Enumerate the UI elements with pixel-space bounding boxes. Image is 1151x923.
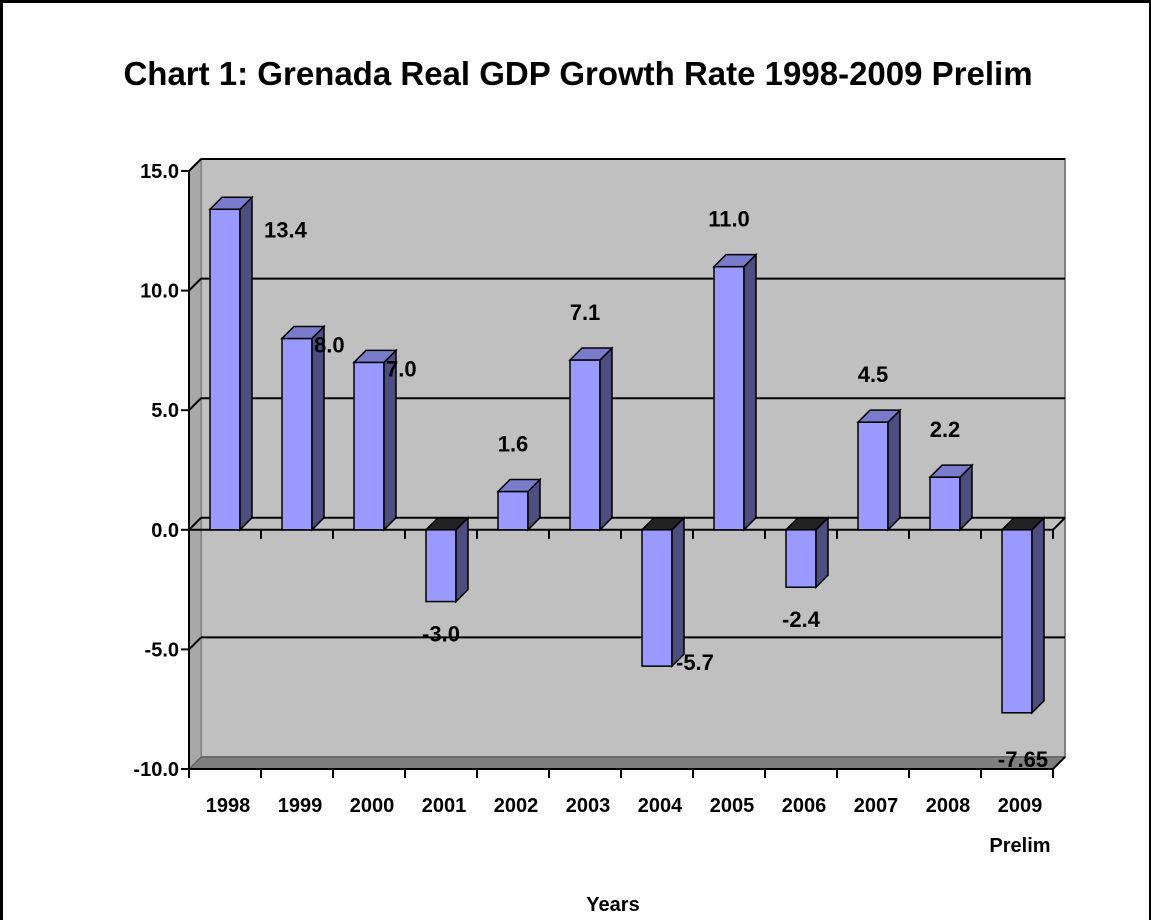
bar-side <box>671 515 685 668</box>
bar-1999 <box>280 324 326 532</box>
data-label: 7.1 <box>570 300 601 325</box>
bar-front <box>353 361 385 531</box>
bar-2006 <box>784 515 830 590</box>
x-axis-title: Years <box>586 894 639 916</box>
bar-2005 <box>712 252 758 532</box>
bar-2009 <box>1000 515 1046 715</box>
x-tick-label: 2003 <box>566 795 611 817</box>
bar-front <box>713 265 745 531</box>
x-axis-floor-edge <box>1052 756 1066 770</box>
bar-side <box>1031 515 1045 715</box>
bar-chart: Chart 1: Grenada Real GDP Growth Rate 19… <box>123 55 1067 916</box>
chart-title: Chart 1: Grenada Real GDP Growth Rate 19… <box>123 55 1032 92</box>
data-label: 13.4 <box>264 217 308 242</box>
bar-top <box>568 347 614 361</box>
bar-front <box>641 529 673 667</box>
bar-top <box>208 196 254 211</box>
gridline-depth <box>188 277 202 292</box>
x-tick-label: 1999 <box>278 795 323 817</box>
y-tick-label: -10.0 <box>133 759 179 781</box>
x-tick-label: 2007 <box>854 795 899 817</box>
data-label: -5.7 <box>676 650 714 675</box>
bar-2007 <box>856 408 902 532</box>
data-labels: 13.4 8.0 7.0 -3.0 1.6 7.1 -5.7 11.0 -2.4 4.5 2.2 -7… <box>264 207 1048 772</box>
bar-top <box>784 517 830 531</box>
bar-front <box>209 208 241 531</box>
data-label: 2.2 <box>930 417 961 442</box>
bar-top <box>280 325 326 340</box>
bar-top <box>352 349 398 364</box>
bar-2008 <box>928 463 974 532</box>
bar-top <box>856 409 902 423</box>
plot-area <box>187 157 1067 771</box>
bar-1998 <box>208 195 254 532</box>
gridline-depth <box>188 397 202 411</box>
bar-front <box>785 529 817 588</box>
bar-2000 <box>352 348 398 532</box>
data-label: -3.0 <box>422 622 460 647</box>
y-tick-label: 5.0 <box>151 400 179 422</box>
data-label: 1.6 <box>498 432 529 457</box>
plot-back-wall <box>200 158 1066 758</box>
bar-top <box>640 517 686 531</box>
x-tick-label: 2006 <box>782 795 827 817</box>
data-label: 4.5 <box>858 362 889 387</box>
gridline-depth <box>188 636 202 651</box>
bar-2001 <box>424 515 470 604</box>
bar-front <box>281 337 313 531</box>
x-tick-label: 2004 <box>638 795 683 817</box>
bar-side <box>455 515 469 604</box>
bar-front <box>929 476 961 531</box>
x-tick-label: 2002 <box>494 795 539 817</box>
bar-top <box>1000 517 1046 531</box>
bar-top <box>496 478 542 493</box>
bar-front <box>497 490 529 531</box>
plot-side-wall <box>188 157 202 771</box>
x-axis-edge <box>1052 517 1066 531</box>
bar-2004 <box>640 515 686 668</box>
data-label: -2.4 <box>782 607 821 632</box>
bar-top <box>928 464 974 478</box>
bar-side <box>239 195 253 532</box>
bar-top <box>712 253 758 268</box>
gridline-depth <box>188 517 202 531</box>
data-label: 11.0 <box>708 207 750 232</box>
x-tick-sublabel: Prelim <box>989 835 1050 857</box>
bar-side <box>743 252 757 532</box>
bar-side <box>887 408 901 532</box>
x-tick-label: 2000 <box>350 795 395 817</box>
y-tick-label: -5.0 <box>145 639 179 661</box>
bar-2002 <box>496 477 542 532</box>
x-tick-label: 1998 <box>206 795 251 817</box>
x-tick-label: 2009 <box>998 795 1043 817</box>
y-tick-label: 15.0 <box>140 161 179 183</box>
x-tick-labels: 1998 1999 2000 2001 2002 2003 2004 2005 2006 2007… <box>206 795 1051 857</box>
data-label: -7.65 <box>998 747 1048 772</box>
bars <box>208 195 1046 715</box>
y-tick-labels: 15.0 10.0 5.0 0.0 -5.0 -10.0 <box>133 161 179 781</box>
bar-top <box>424 517 470 531</box>
bar-front <box>569 359 601 531</box>
bar-2003 <box>568 346 614 532</box>
x-tick-label: 2008 <box>926 795 971 817</box>
y-tick-label: 10.0 <box>140 281 179 303</box>
axes <box>181 170 1066 778</box>
plot-floor <box>187 756 1067 770</box>
bar-side <box>599 346 613 532</box>
gridlines <box>188 158 1065 651</box>
y-tick-label: 0.0 <box>151 520 179 542</box>
data-label: 8.0 <box>314 332 345 357</box>
bar-front <box>857 421 889 531</box>
gridline-depth <box>188 158 202 172</box>
bar-front <box>1001 529 1033 714</box>
data-label: 7.0 <box>386 356 417 381</box>
x-tick-label: 2005 <box>710 795 755 817</box>
bar-front <box>425 529 457 603</box>
x-tick-label: 2001 <box>422 795 467 817</box>
